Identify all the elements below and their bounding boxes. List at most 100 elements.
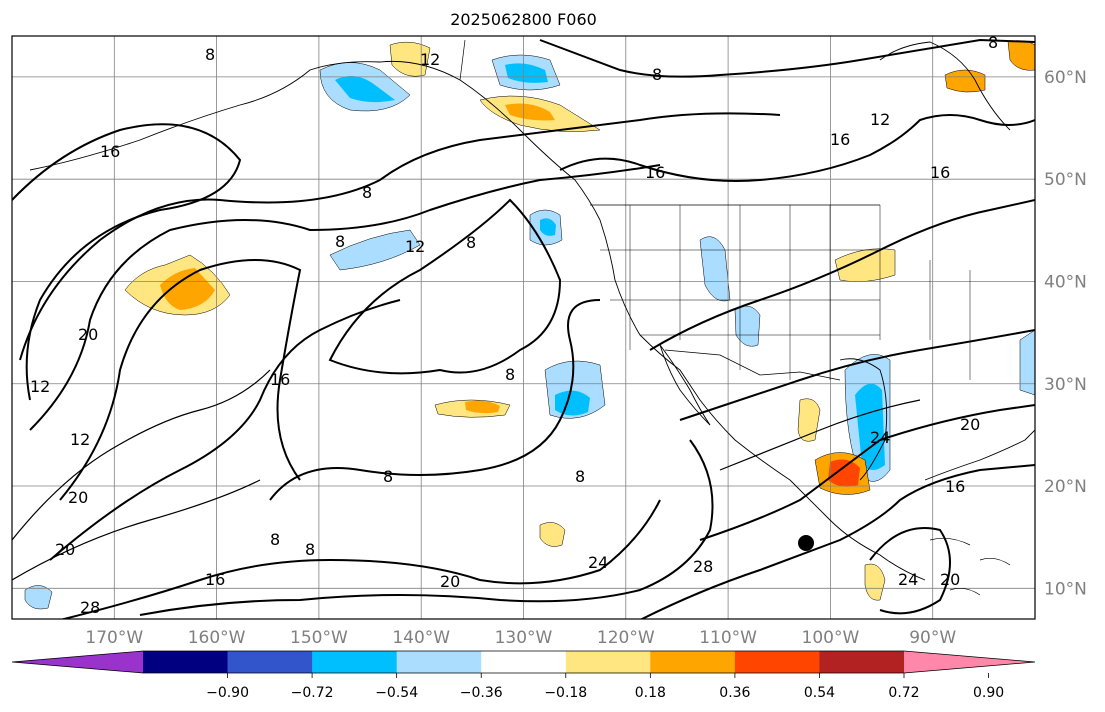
contour-label: 20 — [55, 540, 75, 559]
contour-line — [12, 479, 261, 581]
contour-label: 20 — [960, 415, 980, 434]
contour-label: 8 — [575, 467, 585, 486]
shade-negative — [329, 229, 421, 271]
latitude-tick-label: 60°N — [1044, 68, 1087, 88]
contour-label: 16 — [945, 477, 965, 496]
shade-positive — [389, 41, 431, 77]
shade-negative — [24, 585, 53, 610]
contour-line — [699, 404, 1035, 541]
colorbar-segment — [227, 651, 313, 673]
contour-label: 8 — [270, 530, 280, 549]
contour-label: 20 — [940, 570, 960, 589]
contour-label: 12 — [420, 50, 440, 69]
border-alaska-canada — [459, 39, 466, 81]
colorbar-tick-label: 0.72 — [888, 685, 919, 701]
low-center-marker — [798, 535, 814, 551]
contour-line — [29, 164, 661, 431]
contour-label: 20 — [78, 325, 98, 344]
colorbar-outline — [11, 650, 1036, 674]
state-borders — [600, 205, 971, 380]
shade-negative — [505, 63, 548, 83]
caribbean-islands — [929, 538, 1011, 596]
contour-line — [719, 399, 921, 471]
contour-label: 16 — [930, 163, 950, 182]
shade-positive — [539, 522, 566, 547]
latitude-tick-label: 20°N — [1044, 477, 1087, 497]
colorbar-extend-min — [12, 651, 143, 673]
colorbar-segment — [396, 651, 482, 673]
colorbar-segment — [312, 651, 398, 673]
colorbar-segment — [143, 651, 229, 673]
contour-line — [139, 439, 714, 616]
colorbar-labels: −0.90 −0.72 −0.54 −0.36 −0.18 0.18 0.36 0.54 0.7… — [206, 673, 1004, 701]
longitude-tick-label: 120°W — [597, 628, 655, 648]
contour-label: 12 — [30, 377, 50, 396]
colorbar-tick-label: −0.90 — [206, 685, 249, 701]
contour-label: 20 — [440, 572, 460, 591]
contour-line — [269, 299, 601, 501]
contour-label: 16 — [645, 163, 665, 182]
contour-label: 12 — [870, 110, 890, 129]
latitude-labels: 60°N 50°N 40°N 30°N 20°N 10°N — [1044, 68, 1087, 599]
colorbar-extend-max — [904, 651, 1035, 673]
height-contours — [12, 38, 1035, 619]
longitude-labels: 170°W 160°W 150°W 140°W 130°W 120°W 110°W 100°W… — [85, 628, 956, 648]
contour-label: 16 — [100, 142, 120, 161]
coastline-baja — [659, 344, 711, 426]
contour-line — [12, 123, 242, 401]
contour-line — [649, 199, 1035, 351]
contour-line — [49, 299, 401, 561]
shade-positive — [465, 400, 500, 414]
shade-negative — [540, 218, 556, 236]
contour-label: 20 — [68, 488, 88, 507]
contour-label: 8 — [505, 365, 515, 384]
contour-line — [679, 329, 1035, 421]
contour-line — [559, 114, 1035, 182]
shade-positive — [505, 103, 555, 121]
latitude-tick-label: 30°N — [1044, 375, 1087, 395]
contour-label: 8 — [362, 183, 372, 202]
contour-label: 8 — [305, 540, 315, 559]
longitude-tick-label: 140°W — [392, 628, 450, 648]
coastline-hudson — [879, 41, 1011, 131]
contour-label: 28 — [80, 598, 100, 617]
shade-negative — [335, 76, 395, 103]
shade-negative — [855, 383, 885, 470]
contour-label: 28 — [693, 557, 713, 576]
contour-labels: 8 12 8 8 16 16 12 16 16 8 8 12 8 20 12 1… — [30, 36, 998, 617]
shade-negative — [1019, 329, 1035, 396]
contour-line — [869, 527, 951, 615]
contour-line — [19, 112, 781, 361]
contour-label: 16 — [270, 370, 290, 389]
contour-label: 24 — [870, 428, 890, 447]
contour-label: 16 — [205, 570, 225, 589]
colorbar — [11, 650, 1036, 674]
coastline-west — [599, 219, 926, 581]
shade-positive — [828, 459, 860, 487]
contour-label: 8 — [205, 45, 215, 64]
contour-line — [59, 259, 302, 501]
coastline-alaska — [29, 60, 601, 221]
map-plot-area: 8 12 8 8 16 16 12 16 16 8 8 12 8 20 12 1… — [12, 36, 1035, 619]
coastline-east — [924, 429, 1035, 481]
latitude-tick-label: 50°N — [1044, 170, 1087, 190]
longitude-tick-label: 110°W — [699, 628, 757, 648]
colorbar-tick-label: 0.18 — [635, 685, 666, 701]
shade-positive — [797, 398, 821, 442]
contour-line — [12, 369, 271, 541]
contour-label: 8 — [335, 232, 345, 251]
longitude-tick-label: 150°W — [290, 628, 348, 648]
shade-negative — [555, 390, 590, 416]
longitude-tick-label: 100°W — [802, 628, 860, 648]
anomaly-shading — [24, 40, 1035, 610]
colorbar-tick-label: −0.36 — [460, 685, 503, 701]
colorbar-tick-label: 0.54 — [804, 685, 835, 701]
contour-label: 12 — [405, 237, 425, 256]
coastline-gulf — [839, 358, 888, 481]
map-frame — [11, 35, 1036, 620]
colorbar-segment — [565, 651, 651, 673]
longitude-tick-label: 170°W — [85, 628, 143, 648]
contour-label: 8 — [466, 233, 476, 252]
colorbar-segment — [819, 651, 905, 673]
contour-label: 24 — [588, 553, 608, 572]
